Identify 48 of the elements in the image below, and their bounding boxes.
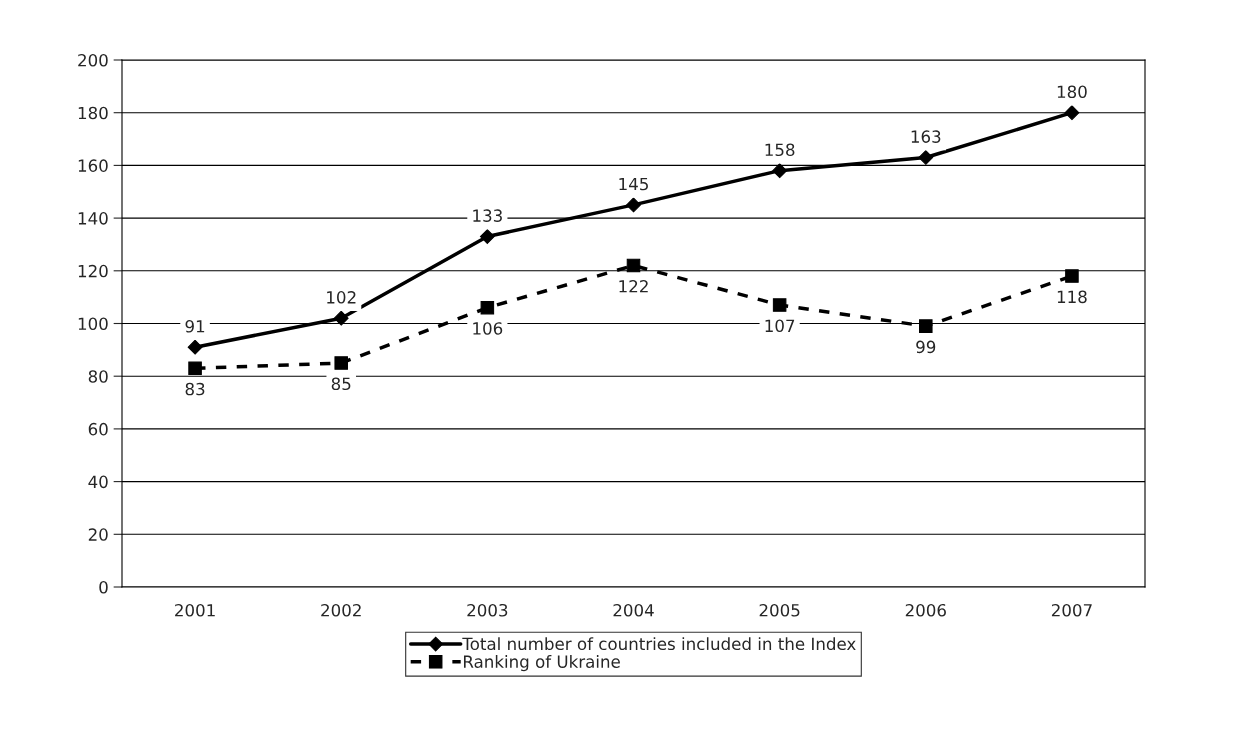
point — [333, 310, 349, 326]
data-label: 158 — [765, 143, 795, 157]
x-tick-label: 2007 — [1051, 603, 1092, 617]
data-label: 83 — [185, 382, 205, 396]
point — [772, 163, 788, 179]
y-tick-label: 80 — [88, 370, 108, 383]
data-label: 145 — [619, 177, 648, 191]
point — [1065, 269, 1079, 283]
data-label: 122 — [619, 279, 648, 293]
point — [626, 258, 641, 273]
y-tick-label: 100 — [78, 317, 108, 331]
data-label: 133 — [473, 209, 502, 222]
y-tick-label: 120 — [78, 264, 108, 278]
point — [918, 150, 934, 165]
point — [188, 361, 202, 376]
point — [919, 319, 933, 333]
data-label: 118 — [1057, 290, 1087, 304]
point — [626, 197, 641, 213]
legend-label: Ranking of Ukraine — [463, 655, 620, 672]
point — [1064, 105, 1080, 121]
y-tick-label: 180 — [78, 106, 108, 120]
y-tick-label: 20 — [88, 528, 108, 541]
y-tick-label: 140 — [78, 212, 108, 225]
point — [772, 298, 787, 312]
y-tick-label: 200 — [78, 53, 108, 67]
point — [479, 229, 495, 244]
x-tick-label: 2002 — [321, 603, 361, 617]
x-tick-label: 2001 — [175, 603, 215, 617]
point — [187, 339, 203, 355]
data-label: 85 — [331, 377, 351, 391]
legend-label: Total number of countries included in the Index — [462, 637, 856, 651]
point — [334, 356, 348, 370]
data-label: 91 — [185, 320, 205, 333]
x-tick-label: 2006 — [905, 603, 946, 617]
data-label: 106 — [473, 322, 503, 335]
x-tick-label: 2004 — [613, 603, 654, 617]
data-label: 107 — [765, 319, 795, 333]
data-label: 180 — [1057, 85, 1087, 99]
point — [480, 300, 495, 315]
data-label: 163 — [911, 130, 941, 143]
data-label: 102 — [327, 291, 356, 304]
y-tick-label: 0 — [99, 580, 108, 594]
data-label: 99 — [916, 340, 936, 354]
y-tick-label: 40 — [88, 475, 108, 489]
y-tick-label: 160 — [78, 159, 108, 172]
x-tick-label: 2005 — [759, 603, 800, 617]
y-tick-label: 60 — [88, 422, 108, 436]
x-tick-label: 2003 — [467, 603, 508, 617]
